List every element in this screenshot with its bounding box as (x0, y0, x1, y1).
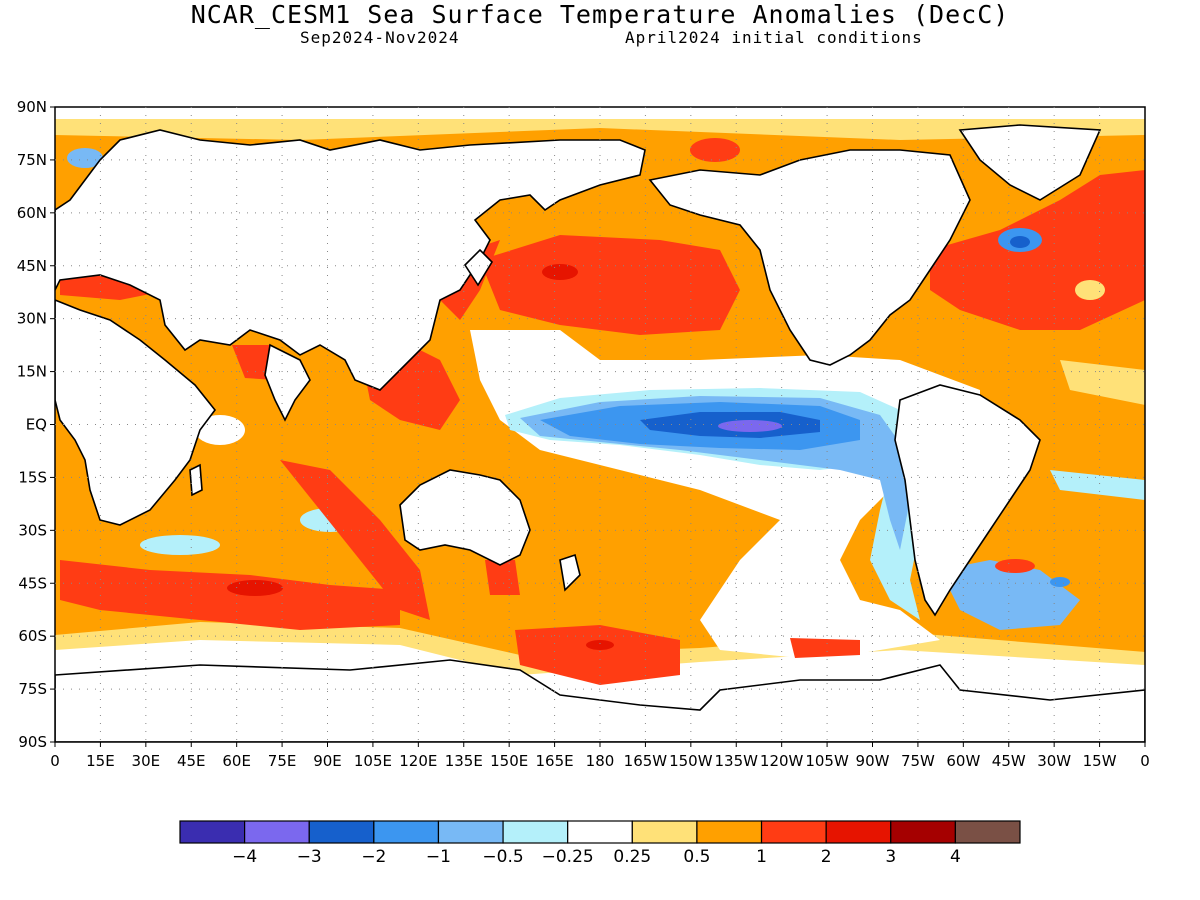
lon-label: 105E (354, 752, 392, 770)
lon-label: 90E (313, 752, 342, 770)
colorbar-label: −3 (297, 847, 322, 867)
colorbar-swatch (308, 820, 375, 844)
lat-label: 30N (17, 310, 47, 328)
lat-label: 45N (17, 257, 47, 275)
colorbar-label: 0.25 (613, 847, 651, 867)
colorbar-swatch (502, 820, 569, 844)
lon-label: 135W (715, 752, 759, 770)
colorbar-swatch (631, 820, 698, 844)
lon-label: 165W (624, 752, 668, 770)
lat-label: 60S (18, 627, 47, 645)
lon-label: 90W (856, 752, 890, 770)
colorbar-label: 0.5 (683, 847, 710, 867)
lat-label: 90N (17, 98, 47, 116)
colorbar-swatch (179, 820, 246, 844)
colorbar-label: −2 (361, 847, 386, 867)
lon-label: 105W (805, 752, 849, 770)
lon-label: 135E (445, 752, 483, 770)
lat-label: 75S (18, 680, 47, 698)
lon-label: 45W (992, 752, 1026, 770)
lat-label: 45S (18, 574, 47, 592)
lat-label: 75N (17, 151, 47, 169)
colorbar-label: −0.5 (482, 847, 523, 867)
colorbar-label: 3 (885, 847, 896, 867)
lon-label: 150W (669, 752, 713, 770)
lat-label: 15S (18, 468, 47, 486)
colorbar-label: −1 (426, 847, 451, 867)
initial-conditions: April2024 initial conditions (625, 28, 923, 47)
lon-label: 180 (586, 752, 615, 770)
lat-label: EQ (26, 416, 47, 434)
lon-label: 15E (86, 752, 115, 770)
lon-label: 30W (1037, 752, 1071, 770)
lon-label: 75E (268, 752, 297, 770)
colorbar-swatch (567, 820, 633, 844)
graticule (55, 107, 1145, 742)
map-title: NCAR_CESM1 Sea Surface Temperature Anoma… (190, 0, 1010, 29)
colorbar-swatch (954, 820, 1021, 844)
lon-label: 60E (222, 752, 251, 770)
colorbar-swatch (890, 820, 956, 844)
colorbar-label: 1 (756, 847, 767, 867)
lat-label: 30S (18, 521, 47, 539)
land-masses (55, 124, 1145, 742)
colorbar-swatch (244, 820, 310, 844)
colorbar-label: −0.25 (542, 847, 594, 867)
lon-label: 30E (132, 752, 161, 770)
colorbar-swatch (760, 820, 827, 844)
lon-label: 150E (490, 752, 528, 770)
lat-label: 60N (17, 204, 47, 222)
colorbar: −4 −3 −2 −1 −0.5 −0.25 0.25 0.5 1 2 3 4 (179, 820, 1021, 867)
lon-label: 165E (536, 752, 574, 770)
colorbar-label: −4 (232, 847, 257, 867)
lat-label: 15N (17, 363, 47, 381)
lon-label: 45E (177, 752, 206, 770)
lat-label: 90S (18, 733, 47, 751)
forecast-period: Sep2024-Nov2024 (300, 28, 460, 47)
colorbar-swatch (825, 820, 892, 844)
lon-label: 75W (901, 752, 935, 770)
lon-label: 0 (50, 752, 60, 770)
colorbar-swatch (696, 820, 763, 844)
colorbar-label: 4 (950, 847, 961, 867)
colorbar-swatch (437, 820, 504, 844)
lon-label: 120W (760, 752, 804, 770)
colorbar-swatch (373, 820, 440, 844)
lon-label: 0 (1140, 752, 1150, 770)
lon-label: 60W (946, 752, 980, 770)
lon-label: 15W (1083, 752, 1117, 770)
lon-label: 120E (399, 752, 437, 770)
colorbar-label: 2 (821, 847, 832, 867)
